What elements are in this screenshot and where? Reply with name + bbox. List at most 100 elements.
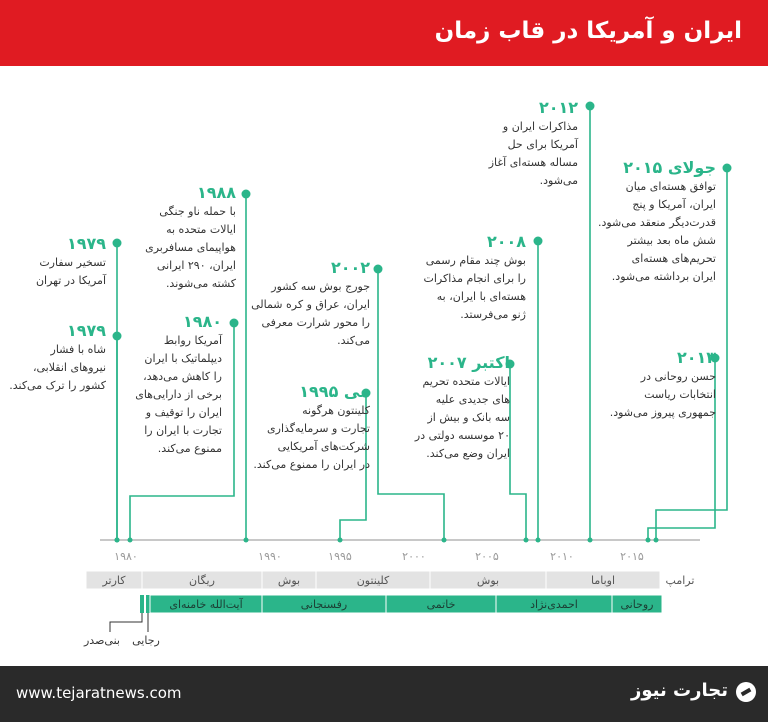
connector-2015-deal [655, 168, 728, 540]
event-line: هسته‌ای با ایران، به [436, 290, 526, 303]
connector-1988-flight-base-dot [243, 537, 249, 543]
connector-2015-deal-dot [722, 163, 732, 173]
connector-2013-rouhani-base-dot [645, 537, 651, 543]
iran-leader-label: رفسنجانی [301, 598, 347, 611]
event-line: انتخابات ریاست [644, 388, 716, 401]
event-year: ۱۹۸۰ [182, 312, 222, 331]
connector-2007-sanctions [509, 364, 527, 540]
event-line: تسخیر سفارت [39, 256, 106, 269]
footer-bar: www.tejaratnews.com تجارت نیوز [0, 666, 768, 722]
connector-2002-axis-base-dot [441, 537, 447, 543]
page-title: ایران و آمریکا در قاب زمان [434, 18, 742, 44]
event-line: مذاکرات ایران و [502, 120, 578, 133]
connector-2012-talks-dot [585, 101, 595, 111]
iran-leader-label: روحانی [620, 598, 653, 611]
event-year: ۱۹۷۹ [66, 321, 106, 340]
event-2008-geneva: ۲۰۰۸ بوش چند مقام رسمی را برای انجام مذا… [424, 232, 526, 324]
event-1988-flight: ۱۹۸۸ با حمله ناو جنگی ایالات متحده به هو… [145, 183, 236, 293]
connector-1979-shah-dot [112, 331, 122, 341]
event-line: کلینتون هرگونه [302, 404, 370, 417]
iran-leader-label: خاتمی [427, 598, 456, 611]
timeline-diagram: ۱۹۸۰ ۱۹۹۰ ۱۹۹۵ ۲۰۰۰ ۲۰۰۵ ۲۰۱۰ ۲۰۱۵ کارتر ریگان بو… [0, 66, 768, 666]
us-president-label: اوباما [591, 574, 615, 587]
connector-2012-talks-base-dot [587, 537, 593, 543]
connector-2015-deal-base-dot [653, 537, 659, 543]
connector-1995-clinton-dot [361, 388, 371, 398]
header-bar: ایران و آمریکا در قاب زمان [0, 0, 768, 66]
pointer-banisadr [109, 613, 143, 632]
event-line: کشور را ترک می‌کند. [9, 379, 106, 392]
event-year: می ۱۹۹۵ [299, 382, 370, 401]
event-line: سه بانک و بیش از [427, 411, 510, 424]
iran-leader-band [611, 594, 663, 614]
event-line: هواپیمای مسافربری [145, 241, 236, 254]
event-line: تجارت و سرمایه‌گذاری [267, 422, 370, 435]
us-president-label: کارتر [101, 574, 126, 587]
event-1995-clinton: می ۱۹۹۵ کلینتون هرگونه تجارت و سرمایه‌گذ… [253, 382, 370, 474]
event-2015-deal: جولای ۲۰۱۵ توافق هسته‌ای میان ایران، آمر… [598, 158, 716, 286]
axis-tick-label: ۱۹۸۰ [114, 550, 138, 563]
event-line: ایران، آمریکا و پنج [632, 198, 716, 211]
us-president-band [659, 570, 701, 590]
us-president-label: بوش [477, 574, 499, 587]
event-line: آمریکا در تهران [35, 274, 106, 287]
connector-1979-shah-base-dot [114, 537, 120, 543]
iran-leader-band-rajaei [146, 595, 150, 613]
connector-1980-sanctions [129, 323, 235, 540]
connector-2002-axis-dot [373, 264, 383, 274]
event-year: ۱۹۸۸ [196, 183, 236, 202]
event-line: ژنو می‌فرستد. [460, 308, 526, 321]
event-line: جورج بوش سه کشور [271, 280, 370, 293]
event-line: را محور شرارت معرفی [261, 316, 370, 329]
brand-logo-icon [736, 682, 756, 702]
iran-leader-label: احمدی‌نژاد [530, 598, 578, 611]
event-line: توافق هسته‌ای میان [625, 180, 716, 193]
event-1979-shah: ۱۹۷۹ شاه با فشار نیروهای انقلابی، کشور ر… [9, 321, 106, 395]
connector-2008-geneva-dot [533, 236, 543, 246]
connector-1979-embassy-dot [112, 238, 122, 248]
connector-1995-clinton [339, 393, 367, 540]
event-year: ۱۹۷۹ [66, 234, 106, 253]
axis-tick-label: ۱۹۹۵ [328, 550, 352, 563]
event-line: با حمله ناو جنگی [159, 205, 236, 218]
event-line: آمریکا روابط [163, 334, 222, 347]
iran-leader-below-label: رجایی [132, 634, 160, 647]
website-url: www.tejaratnews.com [16, 684, 182, 702]
axis-tick-label: ۲۰۱۵ [620, 550, 644, 563]
event-line: تحریم‌های هسته‌ای [631, 252, 716, 265]
axis-tick-label: ۲۰۰۵ [475, 550, 499, 563]
axis-tick-label: ۱۹۹۰ [258, 550, 282, 563]
us-president-label: ترامپ [666, 574, 695, 587]
event-year: ۲۰۱۲ [538, 98, 578, 117]
timeline-svg: ۱۹۸۰ ۱۹۹۰ ۱۹۹۵ ۲۰۰۰ ۲۰۰۵ ۲۰۱۰ ۲۰۱۵ کارتر ریگان بو… [83, 101, 732, 647]
event-line: را کاهش می‌دهد، [143, 370, 222, 383]
event-line: قدرت‌دیگر منعقد می‌شود. [597, 216, 716, 229]
connector-1988-flight-dot [241, 189, 251, 199]
event-line: را برای انجام مذاکرات [423, 272, 526, 285]
event-line: های جدیدی علیه [435, 393, 510, 406]
connector-2007-sanctions-dot [505, 359, 515, 369]
connector-1980-sanctions-base-dot [127, 537, 133, 543]
event-line: نیروهای انقلابی، [32, 361, 106, 374]
connector-2008-geneva-base-dot [535, 537, 541, 543]
us-president-label: بوش [278, 574, 300, 587]
event-line: می‌شود. [539, 174, 578, 187]
axis-tick-label: ۲۰۰۰ [402, 550, 426, 563]
connector-2002-axis [377, 269, 445, 540]
event-line: ایران وضع می‌کند. [426, 447, 510, 460]
event-line: ۲۰ موسسه دولتی در [414, 429, 510, 442]
event-line: مساله هسته‌ای آغاز [488, 156, 578, 169]
event-year: جولای ۲۰۱۵ [623, 158, 716, 177]
connector-2013-rouhani [647, 358, 716, 540]
event-line: ایران برداشته می‌شود. [611, 270, 716, 283]
event-line: آمریکا برای حل [507, 138, 578, 151]
event-line: جمهوری پیروز می‌شود. [609, 406, 716, 419]
event-year: اکتبر ۲۰۰۷ [427, 353, 510, 372]
event-line: در ایران را ممنوع می‌کند. [253, 458, 370, 471]
event-line: می‌کند. [337, 334, 370, 347]
event-line: شرکت‌های آمریکایی [277, 440, 370, 453]
event-line: حسن روحانی در [640, 370, 716, 383]
event-line: بوش چند مقام رسمی [425, 254, 526, 267]
event-2002-axis-of-evil: ۲۰۰۲ جورج بوش سه کشور ایران، عراق و کره … [251, 258, 370, 350]
event-line: تجارت با ایران را [144, 424, 222, 437]
